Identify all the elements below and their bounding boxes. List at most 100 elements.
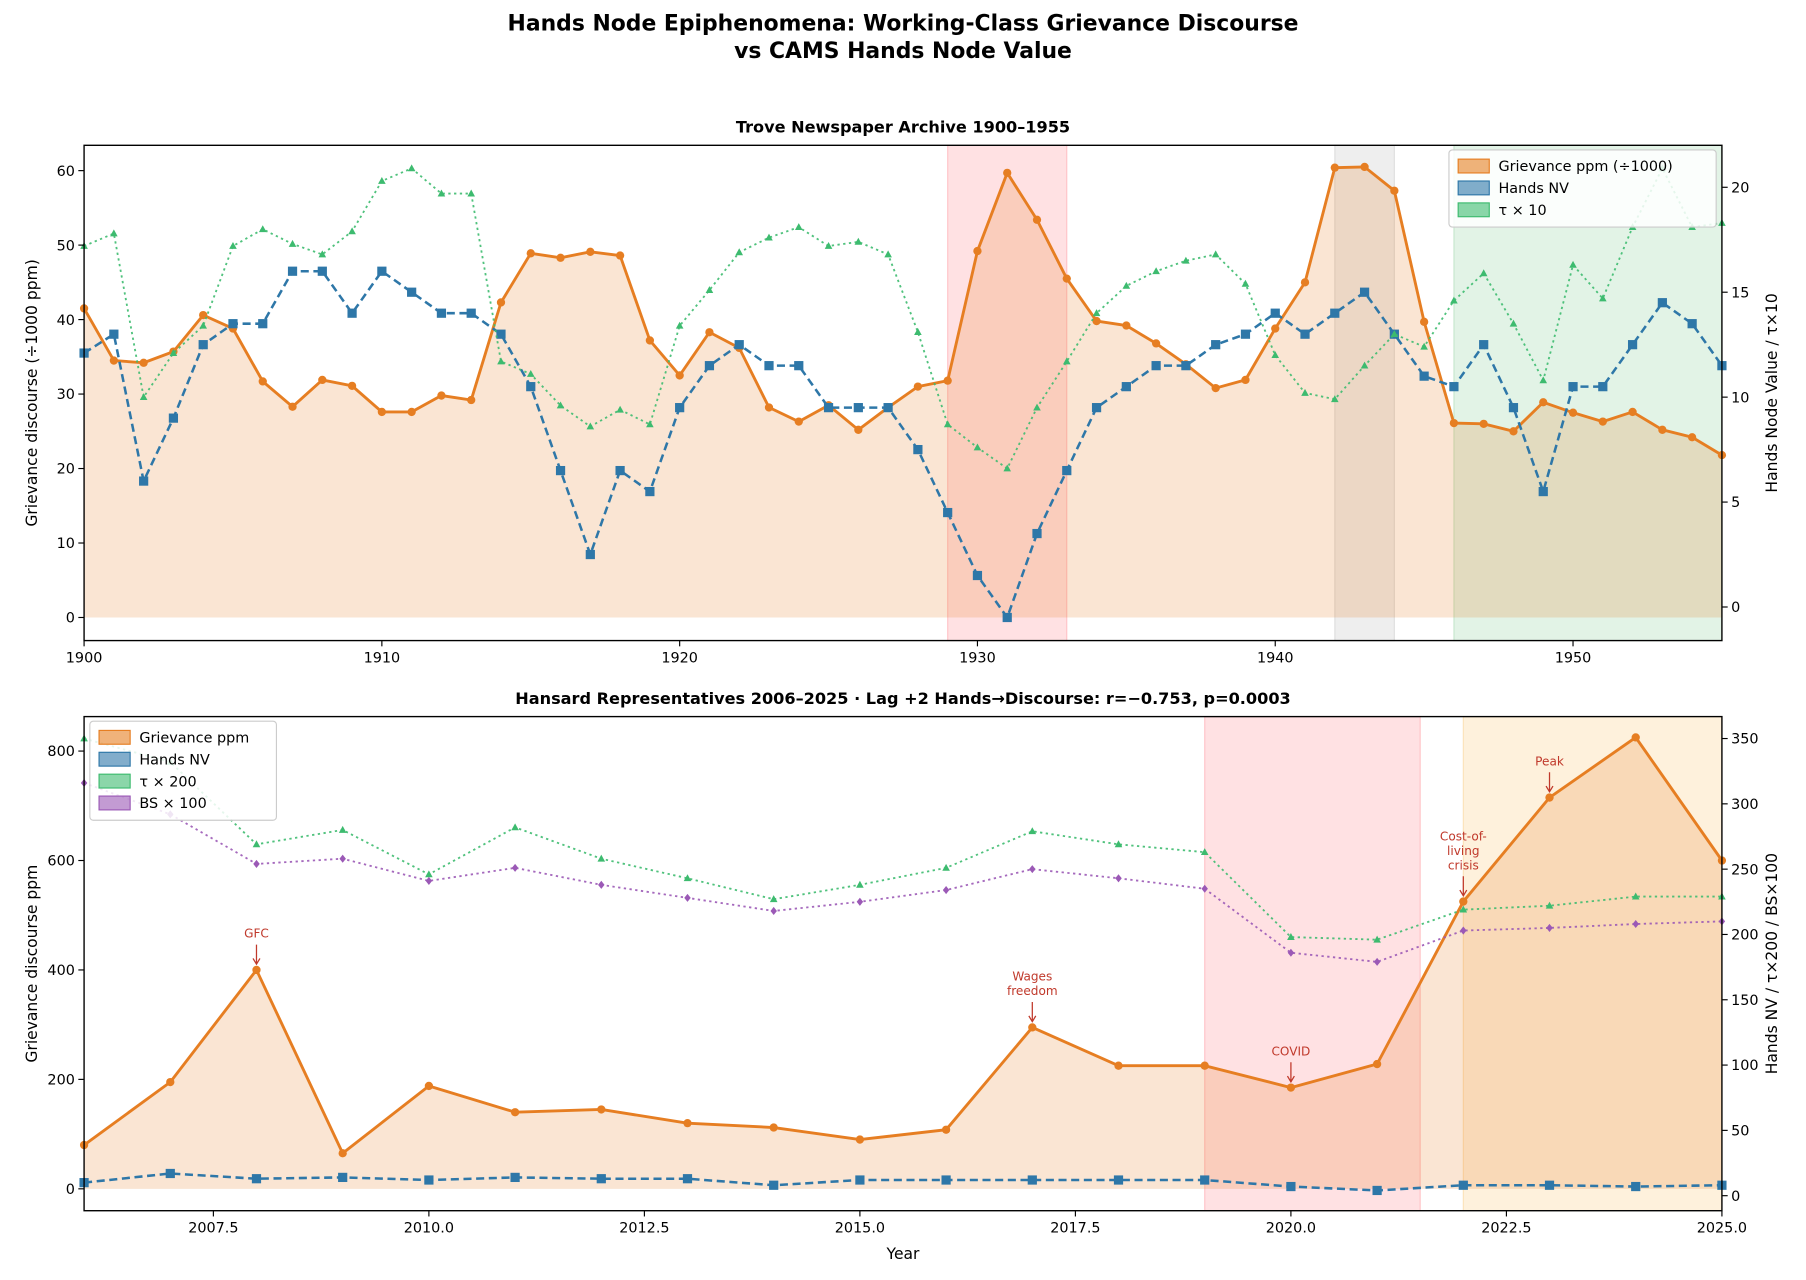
- panel-title: Trove Newspaper Archive 1900–1955: [736, 118, 1070, 137]
- marker: [1032, 528, 1042, 539]
- marker: [169, 349, 178, 356]
- annotation-text: COVID: [1271, 1044, 1310, 1058]
- marker: [1211, 250, 1220, 258]
- legend-label: Grievance ppm (÷1000): [1498, 159, 1672, 175]
- marker: [1449, 382, 1459, 392]
- marker: [139, 358, 148, 367]
- marker: [252, 965, 261, 975]
- y2-axis-label: Hands NV / τ×200 / BS×100: [1763, 853, 1781, 1074]
- marker: [1509, 427, 1518, 436]
- annotation-arrow: [1286, 1062, 1295, 1084]
- marker: [941, 1175, 951, 1185]
- marker: [348, 227, 356, 235]
- marker: [1372, 1185, 1382, 1196]
- marker: [854, 237, 863, 245]
- marker: [1360, 361, 1369, 369]
- legend-box: [1448, 149, 1717, 228]
- y-tick-label: 30: [57, 387, 75, 403]
- marker: [407, 287, 417, 297]
- legend-box: [89, 720, 278, 821]
- marker: [287, 266, 298, 276]
- marker: [1598, 417, 1607, 426]
- marker: [318, 375, 327, 385]
- marker: [735, 248, 744, 256]
- marker: [165, 1168, 175, 1179]
- marker: [377, 266, 387, 276]
- marker: [596, 1174, 606, 1184]
- marker: [425, 870, 433, 878]
- marker: [973, 246, 982, 256]
- marker: [407, 164, 416, 172]
- marker: [1240, 329, 1251, 339]
- area: [84, 737, 1722, 1189]
- legend-swatch: [1457, 180, 1490, 196]
- marker: [615, 465, 625, 476]
- marker: [228, 319, 238, 329]
- marker: [1122, 281, 1131, 289]
- marker: [1458, 1180, 1468, 1190]
- marker: [347, 308, 357, 318]
- x-tick-label: 2007.5: [188, 1221, 238, 1237]
- marker: [1538, 486, 1548, 497]
- y2-tick-label: 150: [1731, 993, 1758, 1009]
- marker: [1200, 1175, 1210, 1185]
- legend-swatch: [1457, 202, 1490, 218]
- marker: [941, 1125, 951, 1134]
- marker: [251, 1174, 262, 1184]
- marker: [109, 356, 119, 365]
- y-tick-label: 60: [57, 164, 75, 180]
- marker: [586, 247, 595, 256]
- annotation-arrow: [1028, 1002, 1037, 1023]
- marker: [1459, 897, 1468, 906]
- marker: [856, 880, 864, 888]
- marker: [199, 310, 208, 320]
- y2-tick-label: 50: [1731, 1124, 1749, 1140]
- marker: [556, 253, 565, 262]
- marker: [288, 402, 297, 411]
- marker: [1201, 884, 1208, 893]
- marker: [1301, 388, 1309, 396]
- marker: [437, 391, 446, 400]
- marker: [586, 422, 595, 430]
- annotation-text: GFC: [244, 927, 269, 941]
- marker: [705, 286, 714, 293]
- marker: [943, 376, 952, 385]
- x-tick-label: 2022.5: [1481, 1221, 1531, 1237]
- marker: [1115, 874, 1122, 883]
- x-tick-label: 1920: [661, 650, 698, 666]
- marker: [526, 382, 536, 392]
- annotation-text: Wages: [1012, 970, 1052, 984]
- marker: [683, 1119, 692, 1128]
- legend-label: Grievance ppm: [139, 731, 249, 747]
- marker: [1152, 267, 1160, 275]
- marker: [1028, 827, 1037, 835]
- y2-tick-label: 250: [1731, 862, 1758, 878]
- legend-swatch: [98, 751, 131, 767]
- x-tick-label: 1950: [1555, 650, 1592, 666]
- annotation-text: freedom: [1007, 984, 1058, 998]
- marker: [597, 1105, 606, 1114]
- y2-tick-label: 300: [1731, 797, 1758, 813]
- suptitle: Hands Node Epiphenomena: Working-Class G…: [508, 11, 1299, 36]
- marker: [139, 393, 148, 401]
- marker: [253, 859, 260, 868]
- marker: [1122, 321, 1131, 330]
- y-tick-label: 10: [57, 536, 75, 552]
- marker: [110, 229, 118, 237]
- marker: [883, 403, 893, 413]
- marker: [317, 266, 327, 276]
- marker: [1091, 403, 1102, 413]
- marker: [1479, 269, 1488, 277]
- marker: [1568, 408, 1578, 417]
- marker: [1151, 339, 1161, 348]
- marker: [1545, 901, 1554, 909]
- y-tick-label: 50: [57, 238, 75, 254]
- marker: [794, 361, 804, 371]
- marker: [1113, 1175, 1124, 1185]
- legend-swatch: [1457, 158, 1490, 174]
- marker: [1568, 382, 1578, 392]
- marker: [139, 476, 149, 486]
- marker: [1027, 1175, 1037, 1185]
- y-tick-label: 200: [47, 1073, 74, 1089]
